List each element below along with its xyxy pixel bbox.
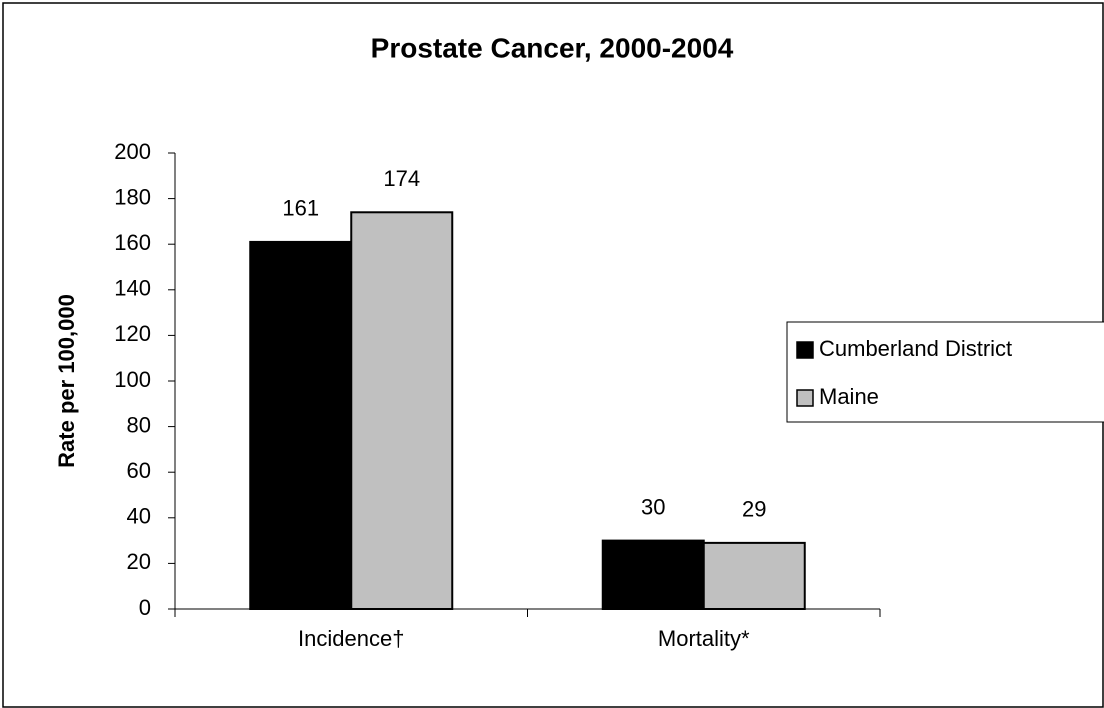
x-tick-label: Incidence†	[298, 626, 404, 651]
bar	[249, 240, 353, 610]
bar	[702, 541, 806, 611]
y-tick-label: 100	[114, 367, 151, 392]
value-label: 29	[742, 497, 766, 522]
y-tick-label: 20	[127, 549, 151, 574]
legend-label: Cumberland District	[819, 336, 1012, 361]
legend-label: Maine	[819, 384, 879, 409]
bar	[350, 211, 454, 610]
y-tick-label: 0	[139, 595, 151, 620]
y-tick-label: 60	[127, 458, 151, 483]
y-axis-label: Rate per 100,000	[54, 294, 79, 468]
chart-title: Prostate Cancer, 2000-2004	[371, 32, 734, 63]
legend-box	[786, 321, 1104, 423]
value-label: 174	[383, 166, 420, 191]
bar	[601, 539, 705, 610]
value-label: 30	[641, 494, 665, 519]
y-tick-label: 180	[114, 184, 151, 209]
legend-swatch	[796, 341, 814, 359]
y-tick-label: 160	[114, 230, 151, 255]
y-tick-label: 80	[127, 412, 151, 437]
legend-swatch	[796, 389, 814, 407]
x-tick-label: Mortality*	[658, 626, 750, 651]
y-tick-label: 40	[127, 504, 151, 529]
y-tick-label: 200	[114, 139, 151, 164]
y-tick-label: 140	[114, 276, 151, 301]
y-tick-label: 120	[114, 321, 151, 346]
value-label: 161	[282, 196, 319, 221]
